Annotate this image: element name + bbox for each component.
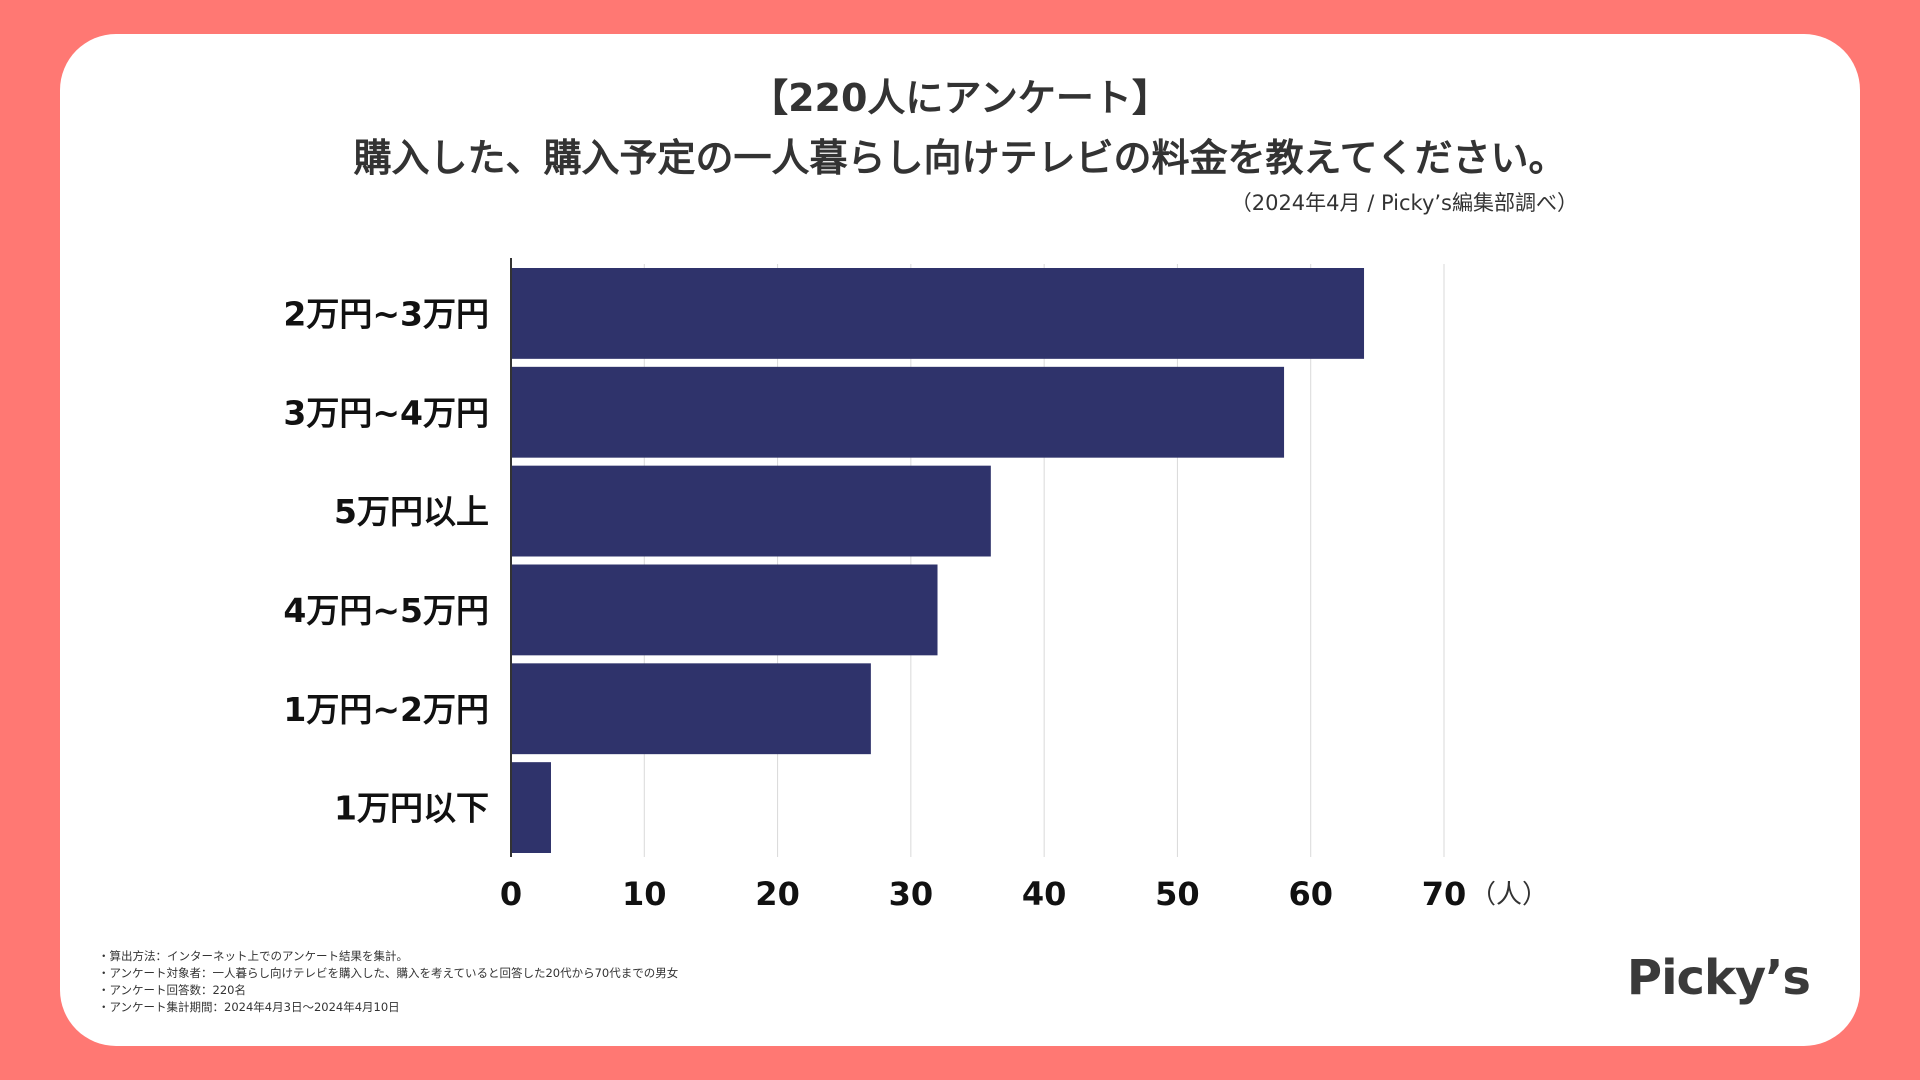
x-tick-label: 70	[1422, 875, 1467, 913]
chart-card: 【220人にアンケート】 購入した、購入予定の一人暮らし向けテレビの料金を教えて…	[60, 34, 1860, 1046]
bar	[511, 762, 551, 853]
bar	[511, 465, 991, 557]
category-label: 1万円以下	[334, 789, 489, 828]
chart-title-line1: 【220人にアンケート】	[750, 76, 1170, 120]
x-tick-label: 30	[889, 875, 934, 913]
category-label: 3万円~4万円	[283, 393, 489, 432]
bar-chart: 2万円~3万円 3万円~4万円 5万円以上 4万円~5万円 1万円~2万円 1万円以下 0 1…	[283, 258, 1548, 913]
footnote-method: ・算出方法：インターネット上でのアンケート結果を集計。	[98, 949, 409, 963]
category-label: 5万円以上	[334, 492, 489, 531]
x-tick-label: 10	[622, 875, 667, 913]
category-label: 1万円~2万円	[283, 690, 489, 729]
x-tick-label: 50	[1155, 875, 1200, 913]
category-label: 4万円~5万円	[283, 591, 489, 630]
footnote-period: ・アンケート集計期間：2024年4月3日〜2024年4月10日	[98, 1000, 400, 1014]
footnotes: ・算出方法：インターネット上でのアンケート結果を集計。 ・アンケート対象者：一人…	[98, 948, 678, 1016]
x-tick-label: 60	[1288, 875, 1333, 913]
chart-title-line2: 購入した、購入予定の一人暮らし向けテレビの料金を教えてください。	[353, 136, 1567, 180]
bar	[511, 268, 1365, 359]
bar	[511, 366, 1285, 458]
bar	[511, 564, 938, 656]
category-label: 2万円~3万円	[283, 294, 489, 333]
picky-logo: Picky’s	[1626, 950, 1811, 1006]
x-tick-label: 20	[755, 875, 800, 913]
bar	[511, 663, 871, 755]
x-unit-label: （人）	[1470, 880, 1548, 910]
footnote-target: ・アンケート対象者：一人暮らし向けテレビを購入した、購入を考えていると回答した2…	[98, 966, 679, 980]
source-note: （2024年4月 / Picky’s編集部調べ）	[1230, 191, 1578, 215]
x-tick-label: 40	[1022, 875, 1067, 913]
x-tick-label: 0	[500, 875, 522, 913]
footnote-count: ・アンケート回答数：220名	[98, 983, 246, 997]
